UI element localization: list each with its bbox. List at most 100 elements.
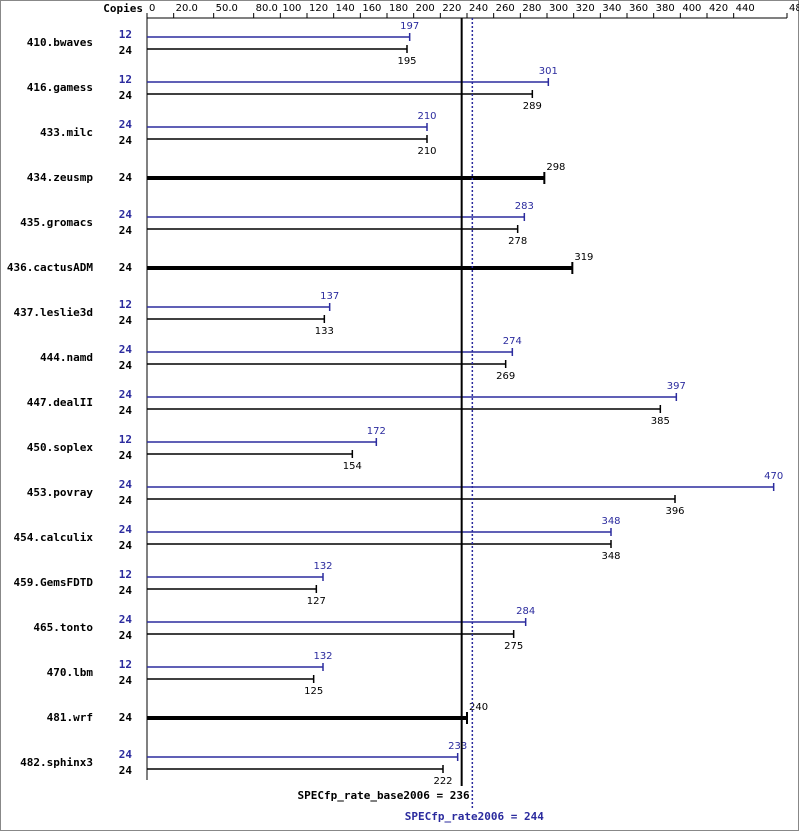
- copies-label: 24: [119, 134, 133, 147]
- x-tick-label: 440: [736, 3, 755, 14]
- copies-label: 24: [119, 44, 133, 57]
- x-tick-label: 200: [416, 3, 435, 14]
- x-tick-label: 420: [709, 3, 728, 14]
- value-label: 298: [546, 162, 565, 173]
- value-label: 132: [313, 561, 332, 572]
- benchmark-label: 436.cactusADM: [7, 261, 93, 274]
- x-tick-label: 340: [602, 3, 621, 14]
- x-tick-label: 380: [656, 3, 675, 14]
- x-tick-label: 360: [629, 3, 648, 14]
- x-tick-label: 480: [789, 3, 799, 14]
- copies-label: 24: [119, 629, 133, 642]
- copies-label: 24: [119, 613, 133, 626]
- value-label: 154: [343, 461, 362, 472]
- copies-label: 12: [119, 433, 132, 446]
- benchmark-label: 453.povray: [27, 486, 94, 499]
- value-label: 240: [469, 702, 488, 713]
- copies-label: 24: [119, 494, 133, 507]
- value-label: 195: [397, 56, 416, 67]
- x-tick-label: 400: [682, 3, 701, 14]
- copies-label: 12: [119, 298, 132, 311]
- x-tick-label: 0: [149, 3, 155, 14]
- copies-label: 12: [119, 28, 132, 41]
- copies-label: 12: [119, 568, 132, 581]
- value-label: 125: [304, 686, 323, 697]
- copies-header: Copies: [103, 2, 143, 15]
- x-tick-label: 260: [496, 3, 515, 14]
- copies-label: 24: [119, 674, 133, 687]
- value-label: 289: [523, 101, 542, 112]
- x-tick-label: 20.0: [176, 3, 198, 14]
- reference-label: SPECfp_rate2006 = 244: [405, 810, 544, 823]
- copies-label: 24: [119, 711, 133, 724]
- value-label: 275: [504, 641, 523, 652]
- x-tick-label: 220: [442, 3, 461, 14]
- x-tick-label: 160: [362, 3, 381, 14]
- copies-label: 24: [119, 261, 133, 274]
- x-tick-label: 300: [549, 3, 568, 14]
- value-label: 233: [448, 741, 467, 752]
- value-label: 284: [516, 606, 535, 617]
- value-label: 470: [764, 471, 783, 482]
- copies-label: 24: [119, 314, 133, 327]
- copies-label: 24: [119, 359, 133, 372]
- x-tick-label: 140: [336, 3, 355, 14]
- copies-label: 12: [119, 658, 132, 671]
- copies-label: 12: [119, 73, 132, 86]
- value-label: 348: [601, 551, 620, 562]
- benchmark-label: 447.dealII: [27, 396, 93, 409]
- copies-label: 24: [119, 478, 133, 491]
- benchmark-label: 434.zeusmp: [27, 171, 94, 184]
- benchmark-label: 433.milc: [40, 126, 93, 139]
- copies-label: 24: [119, 224, 133, 237]
- reference-label: SPECfp_rate_base2006 = 236: [297, 789, 470, 802]
- value-label: 385: [651, 416, 670, 427]
- value-label: 348: [601, 516, 620, 527]
- copies-label: 24: [119, 343, 133, 356]
- benchmark-label: 454.calculix: [14, 531, 94, 544]
- value-label: 301: [539, 66, 558, 77]
- benchmark-label: 410.bwaves: [27, 36, 93, 49]
- copies-label: 24: [119, 539, 133, 552]
- copies-label: 24: [119, 388, 133, 401]
- copies-label: 24: [119, 89, 133, 102]
- x-tick-label: 240: [469, 3, 488, 14]
- benchmark-label: 416.gamess: [27, 81, 93, 94]
- x-tick-label: 80.0: [256, 3, 278, 14]
- value-label: 210: [417, 146, 436, 157]
- copies-label: 24: [119, 584, 133, 597]
- copies-label: 24: [119, 764, 133, 777]
- value-label: 172: [367, 426, 386, 437]
- benchmark-label: 482.sphinx3: [20, 756, 93, 769]
- value-label: 197: [400, 21, 419, 32]
- benchmark-label: 465.tonto: [33, 621, 93, 634]
- x-tick-label: 280: [522, 3, 541, 14]
- x-tick-label: 320: [576, 3, 595, 14]
- value-label: 132: [313, 651, 332, 662]
- value-label: 278: [508, 236, 527, 247]
- value-label: 222: [433, 776, 452, 787]
- value-label: 397: [667, 381, 686, 392]
- value-label: 133: [315, 326, 334, 337]
- value-label: 127: [307, 596, 326, 607]
- value-label: 274: [503, 336, 522, 347]
- benchmark-label: 444.namd: [40, 351, 93, 364]
- copies-label: 24: [119, 208, 133, 221]
- x-tick-label: 50.0: [216, 3, 238, 14]
- copies-label: 24: [119, 171, 133, 184]
- value-label: 283: [515, 201, 534, 212]
- value-label: 137: [320, 291, 339, 302]
- copies-label: 24: [119, 449, 133, 462]
- copies-label: 24: [119, 404, 133, 417]
- copies-label: 24: [119, 748, 133, 761]
- benchmark-label: 450.soplex: [27, 441, 94, 454]
- copies-label: 24: [119, 118, 133, 131]
- x-tick-label: 100: [282, 3, 301, 14]
- benchmark-label: 435.gromacs: [20, 216, 93, 229]
- value-label: 269: [496, 371, 515, 382]
- benchmark-label: 437.leslie3d: [14, 306, 93, 319]
- value-label: 210: [417, 111, 436, 122]
- copies-label: 24: [119, 523, 133, 536]
- value-label: 396: [665, 506, 684, 517]
